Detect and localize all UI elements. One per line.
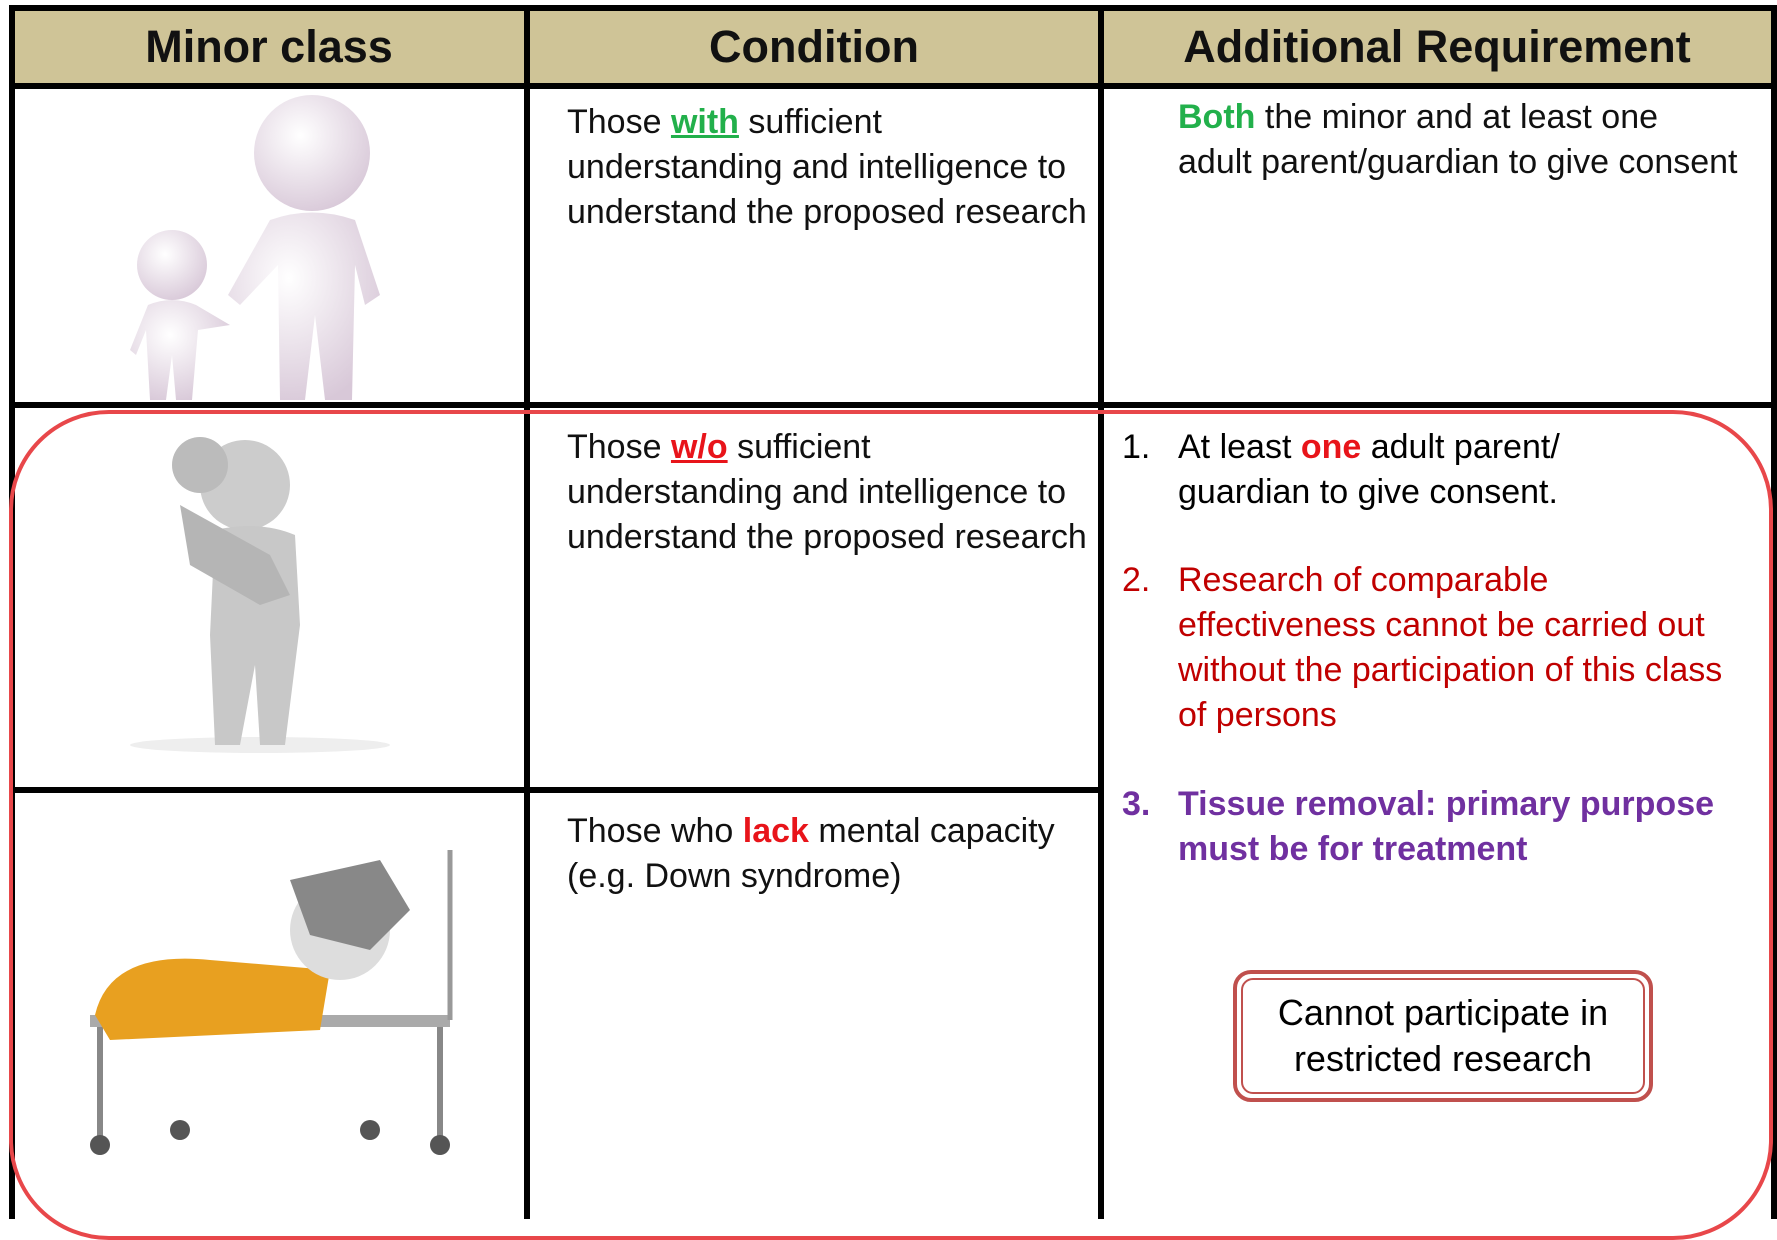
- condition-text: Those with sufficient understanding and …: [567, 100, 1087, 235]
- header-cell: Condition: [527, 9, 1101, 85]
- header-cell: Minor class: [11, 9, 527, 85]
- text: sufficient understanding and intelligenc…: [567, 428, 1087, 556]
- border: [9, 5, 1777, 11]
- emphasis: one: [1300, 428, 1362, 466]
- emphasis: w/o: [670, 428, 728, 466]
- border: [524, 5, 530, 1219]
- text: At least: [1178, 428, 1301, 466]
- list-number: 2.: [1122, 561, 1151, 599]
- text: Those: [567, 103, 671, 141]
- text: adult parent/ guardian to give consent.: [1178, 428, 1560, 511]
- border: [9, 787, 1104, 793]
- requirement-item: Tissue removal: primary purpose must be …: [1178, 785, 1715, 868]
- requirement-text: Both the minor and at least one adult pa…: [1178, 95, 1738, 185]
- border: [1771, 5, 1777, 1219]
- illustration-carrying-child: [130, 437, 390, 753]
- border: [9, 5, 15, 1219]
- text: the minor and at least one adult parent/…: [1178, 98, 1738, 181]
- emphasis: with: [670, 103, 739, 141]
- requirement-item: At least one adult parent/ guardian to g…: [1178, 425, 1618, 515]
- border: [9, 402, 1777, 408]
- text: mental capacity (e.g. Down syndrome): [567, 812, 1055, 895]
- note-frame: Cannot participate in restricted researc…: [1233, 970, 1653, 1102]
- list-number: 1.: [1122, 428, 1151, 466]
- list-number: 3.: [1122, 785, 1151, 823]
- requirement-item: Research of comparable effectiveness can…: [1178, 561, 1723, 734]
- header-cell: Additional Requirement: [1101, 9, 1773, 85]
- text: Those: [567, 428, 671, 466]
- border: [9, 83, 1777, 89]
- text: Those who: [567, 812, 743, 850]
- emphasis: Both: [1178, 98, 1256, 136]
- emphasis: lack: [742, 812, 809, 850]
- condition-text: Those w/o sufficient understanding and i…: [567, 425, 1087, 560]
- note: Cannot participate in restricted researc…: [1241, 978, 1645, 1094]
- border: [1098, 5, 1104, 1219]
- text: sufficient understanding and intelligenc…: [567, 103, 1087, 231]
- illustration-bed-patient: [90, 850, 453, 1155]
- condition-text: Those who lack mental capacity (e.g. Dow…: [567, 809, 1087, 899]
- illustration-parent-child: [130, 95, 380, 400]
